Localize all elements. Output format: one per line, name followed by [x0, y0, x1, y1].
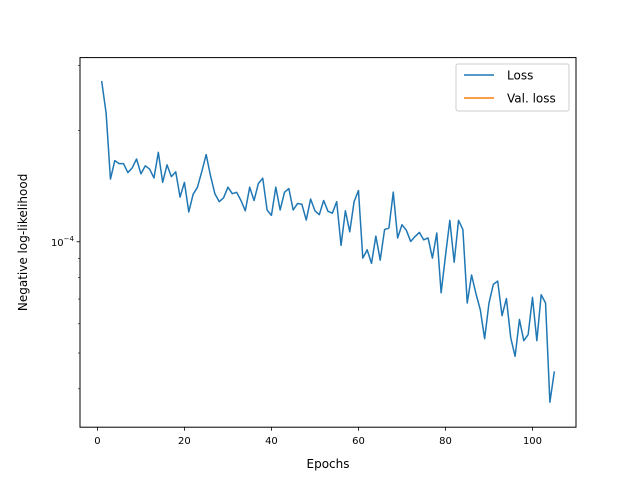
y-axis-label: Negative log-likelihood — [16, 174, 30, 311]
legend: Loss Val. loss — [455, 63, 570, 112]
x-tick-label: 0 — [94, 436, 100, 447]
plot-area — [79, 57, 577, 428]
y-axis: 10−4 — [51, 65, 80, 390]
series-line-loss — [100, 80, 556, 403]
x-tick-label: 40 — [265, 436, 278, 447]
x-axis: 0 20 40 60 80 100 — [94, 427, 542, 447]
axes-frame — [79, 57, 577, 428]
x-tick-label: 80 — [439, 436, 452, 447]
series-layer — [100, 80, 556, 403]
x-tick-label: 60 — [352, 436, 365, 447]
x-tick-label: 20 — [178, 436, 191, 447]
legend-label-val-loss: Val. loss — [507, 92, 556, 106]
y-tick-label: 10−4 — [51, 235, 75, 249]
legend-label-loss: Loss — [507, 69, 533, 83]
x-tick-label: 100 — [523, 436, 542, 447]
x-axis-label: Epochs — [307, 457, 350, 471]
